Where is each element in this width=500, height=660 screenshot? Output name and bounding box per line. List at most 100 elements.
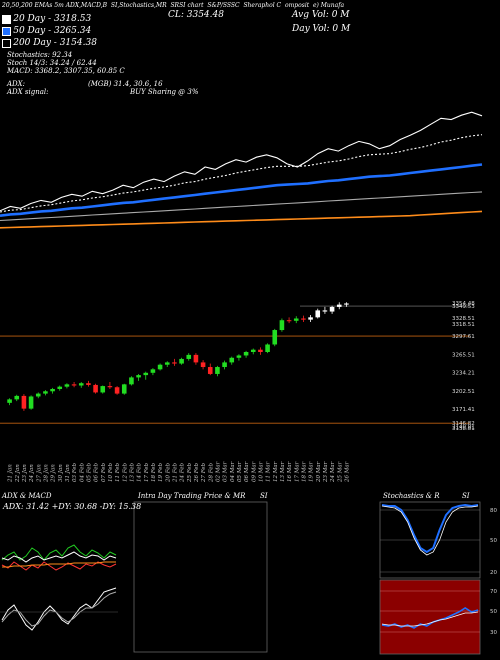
stoch-values: Stoch 14/3: 34.24 / 62.44 xyxy=(7,59,97,67)
bottom-panels: 80 50 20 70 50 30 xyxy=(0,501,497,660)
date-tick-label: 21 Feb xyxy=(172,462,178,483)
date-tick-label: 22 Jan xyxy=(15,464,21,483)
stoch-tick: 20 xyxy=(490,570,497,576)
date-tick-label: 11 Mar xyxy=(266,461,272,482)
candle-body xyxy=(229,357,235,363)
date-tick-label: 29 Jan xyxy=(51,464,57,483)
date-tick-label: 28 Feb xyxy=(208,462,214,483)
day-volume: Day Vol: 0 M xyxy=(292,24,351,34)
date-tick-label: 11 Feb xyxy=(115,462,121,482)
adx-line-3 xyxy=(2,561,116,568)
legend-swatch-20day xyxy=(2,14,11,24)
date-tick-label: 04 Feb xyxy=(79,462,85,482)
ema-series-1 xyxy=(0,134,483,213)
rsi-tick: 50 xyxy=(490,609,497,615)
price-tick-label: 3328.51 xyxy=(452,316,475,322)
legend-swatch-200day xyxy=(2,38,11,48)
candle-body xyxy=(86,383,91,385)
candle-body xyxy=(64,384,70,387)
price-tick-label: 3171.41 xyxy=(452,407,475,413)
candle-body xyxy=(143,372,149,376)
candle-body xyxy=(222,362,227,368)
candle-body xyxy=(250,349,256,352)
date-tick-label: 09 Mar xyxy=(251,461,257,482)
stoch-line-0 xyxy=(381,503,479,554)
candle-body xyxy=(50,388,55,392)
candle-body xyxy=(322,310,328,312)
date-tick-label: 28 Jan xyxy=(43,464,49,483)
candle-body xyxy=(43,391,48,394)
rsi-line-1 xyxy=(381,611,479,627)
candle-body xyxy=(336,304,342,307)
date-tick-label: 17 Mar xyxy=(294,461,300,482)
candle-body xyxy=(186,354,192,359)
candle-body xyxy=(172,362,177,364)
candle-body xyxy=(308,317,313,320)
date-tick-label: 16 Mar xyxy=(287,461,293,482)
date-tick-label: 20 Feb xyxy=(165,462,171,483)
candle-body xyxy=(215,367,220,374)
date-tick-label: 24 Feb xyxy=(180,462,186,483)
candle-body xyxy=(129,377,134,385)
intraday-si: SI xyxy=(260,492,268,500)
candle-body xyxy=(71,384,77,386)
date-tick-label: 27 Feb xyxy=(201,462,207,483)
candle-body xyxy=(21,395,27,409)
candle-body xyxy=(157,364,163,370)
stoch-line-1 xyxy=(381,505,479,556)
price-tick-label: 3234.21 xyxy=(452,371,475,377)
date-tick-label: 25 Mar xyxy=(337,461,343,483)
date-tick-label: 05 Mar xyxy=(237,461,243,482)
candle-body xyxy=(329,306,335,312)
candle-body xyxy=(114,387,120,394)
candle-body xyxy=(100,386,106,393)
date-tick-label: 21 Jan xyxy=(8,464,14,483)
price-tick-label: 3318.51 xyxy=(452,322,475,328)
candle-body xyxy=(107,386,113,388)
ema-series-3 xyxy=(0,191,483,222)
ema-series-0 xyxy=(0,111,483,212)
adx-label: ADX: xyxy=(7,80,26,88)
adx-panel-bg xyxy=(0,510,118,660)
adx-macd-title: ADX & MACD xyxy=(2,492,52,500)
candle-body xyxy=(93,384,98,393)
candle-body xyxy=(136,375,141,378)
date-tick-label: 04 Mar xyxy=(230,461,236,482)
candle-body xyxy=(164,362,170,365)
date-tick-label: 05 Feb xyxy=(86,462,92,482)
candle-body xyxy=(243,352,249,356)
legend-50day: 50 Day - 3265.34 xyxy=(2,26,91,36)
buy-signal: BUY Sharing @ 3% xyxy=(130,88,199,96)
stoch-tick: 50 xyxy=(490,538,497,544)
date-tick-label: 06 Mar xyxy=(244,461,250,482)
date-tick-label: 18 Feb xyxy=(151,462,157,482)
adx-signal-label: ADX signal: xyxy=(7,88,49,96)
header-line: 20,50,200 EMAs 5m ADX,MACD,B SI,Stochast… xyxy=(2,2,345,9)
candle-body xyxy=(35,393,41,397)
adx-line-2 xyxy=(1,551,117,563)
intraday-title: Intra Day Trading Price & MR xyxy=(138,492,246,500)
date-tick-label: 12 Mar xyxy=(273,461,279,482)
avg-volume: Avg Vol: 0 M xyxy=(292,10,350,20)
date-tick-label: 19 Mar xyxy=(309,461,315,482)
adx-panel-values: ADX: 31.42 +DY: 30.68 -DY: 15.38 xyxy=(3,502,142,511)
date-tick-label: 07 Feb xyxy=(101,462,107,482)
legend-20day: 20 Day - 3318.53 xyxy=(2,14,91,24)
price-tick-label: 3265.51 xyxy=(452,353,475,359)
date-tick-label: 31 Jan xyxy=(65,464,71,482)
date-tick-label: 13 Mar xyxy=(280,461,286,482)
candle-body xyxy=(279,320,285,331)
stochastics-value: Stochastics: 92.34 xyxy=(7,51,73,59)
date-tick-label: 10 Feb xyxy=(108,462,114,482)
date-tick-label: 13 Feb xyxy=(129,462,135,482)
date-tick-label: 03 Mar xyxy=(223,461,229,482)
stoch-si: SI xyxy=(462,492,470,500)
date-tick-label: 23 Jan xyxy=(22,464,28,483)
date-tick-label: 19 Feb xyxy=(158,462,164,482)
date-tick-label: 26 Mar xyxy=(344,461,350,483)
price-tick-label: 3140.81 xyxy=(452,425,475,431)
candle-body xyxy=(272,330,278,345)
rsi-tick: 30 xyxy=(490,630,497,636)
date-tick-label: 24 Jan xyxy=(29,464,35,483)
